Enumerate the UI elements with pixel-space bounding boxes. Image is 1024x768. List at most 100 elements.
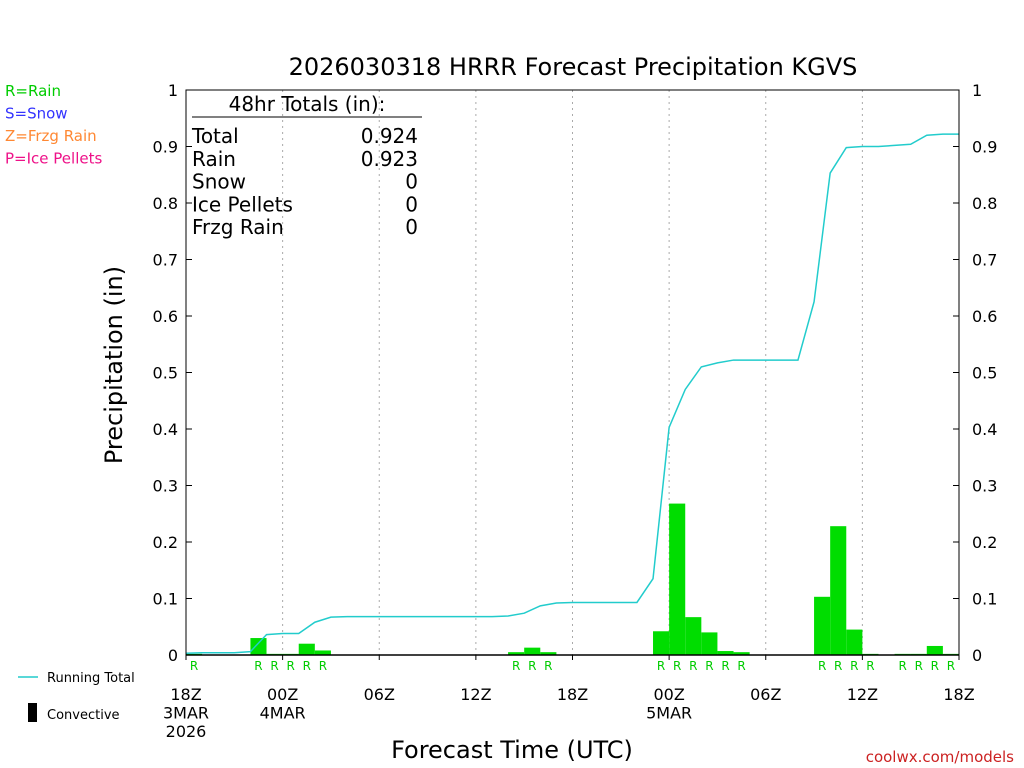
precip-bar <box>250 638 267 655</box>
precip-type-label: R <box>254 659 262 673</box>
y-tick-label-left: 0.1 <box>153 590 178 609</box>
y-tick-label-right: 0.5 <box>972 364 997 383</box>
precip-type-label: R <box>528 659 536 673</box>
precip-type-label: R <box>898 659 906 673</box>
series-legend: Running Total Convective <box>18 671 135 723</box>
type-legend-item: S=Snow <box>5 105 68 123</box>
precip-type-label: R <box>705 659 713 673</box>
totals-row-value: 0 <box>405 170 418 194</box>
precip-type-label: R <box>657 659 665 673</box>
totals-row-label: Frzg Rain <box>192 215 284 239</box>
totals-row-value: 0 <box>405 192 418 216</box>
precip-type-label: R <box>544 659 552 673</box>
totals-row-label: Ice Pellets <box>192 192 293 216</box>
precip-type-legend: R=Rain S=Snow Z=Frzg Rain P=Ice Pellets <box>5 82 102 168</box>
precip-type-label: R <box>866 659 874 673</box>
y-tick-label-left: 0.9 <box>153 138 178 157</box>
type-legend-item: P=Ice Pellets <box>5 150 102 168</box>
precip-type-label: R <box>303 659 311 673</box>
precip-type-label: R <box>689 659 697 673</box>
precip-type-label: R <box>915 659 923 673</box>
precip-type-label: R <box>947 659 955 673</box>
x-tick-label: 4MAR <box>260 704 306 723</box>
y-tick-label-left: 0.5 <box>153 364 178 383</box>
y-tick-label-left: 0.7 <box>153 251 178 270</box>
y-tick-label-left: 0.8 <box>153 194 178 213</box>
y-tick-label-right: 0 <box>972 646 982 665</box>
precip-type-label: R <box>721 659 729 673</box>
y-tick-label-left: 0.4 <box>153 420 178 439</box>
running-total-line <box>185 133 959 655</box>
precip-bar <box>685 617 702 655</box>
precip-bar <box>717 651 734 655</box>
precip-bar <box>926 645 943 655</box>
x-tick-label: 06Z <box>364 685 395 704</box>
precip-bar <box>314 650 331 655</box>
precip-bar <box>540 652 557 655</box>
y-tick-label-right: 0.8 <box>972 194 997 213</box>
y-tick-label-left: 1 <box>168 81 178 100</box>
x-tick-label: 18Z <box>557 685 588 704</box>
x-axis-label: Forecast Time (UTC) <box>391 736 633 764</box>
precip-type-label: R <box>190 659 198 673</box>
x-tick-label: 3MAR <box>163 704 209 723</box>
y-tick-label-left: 0.3 <box>153 477 178 496</box>
precip-bars <box>186 503 959 655</box>
precip-bar <box>524 647 541 655</box>
x-tick-label: 18Z <box>943 685 974 704</box>
y-tick-label-right: 0.4 <box>972 420 997 439</box>
precip-bar <box>508 652 525 655</box>
totals-box: 48hr Totals (in): Total 0.924 Rain 0.923 Sno… <box>191 92 422 239</box>
type-legend-item: Z=Frzg Rain <box>5 127 97 145</box>
x-tick-label: 00Z <box>653 685 684 704</box>
precip-type-label: R <box>737 659 745 673</box>
convective-legend-label: Convective <box>47 708 120 723</box>
totals-row-value: 0.923 <box>361 147 418 171</box>
totals-row-label: Snow <box>192 170 246 194</box>
precip-type-label: R <box>270 659 278 673</box>
precip-bar <box>814 596 831 655</box>
y-tick-label-right: 0.6 <box>972 307 997 326</box>
x-tick-label: 18Z <box>170 685 201 704</box>
precip-bar <box>298 643 315 655</box>
y-tick-label-right: 0.1 <box>972 590 997 609</box>
precip-type-label: R <box>287 659 295 673</box>
precip-type-label: R <box>850 659 858 673</box>
precip-type-label: R <box>818 659 826 673</box>
totals-row-value: 0 <box>405 215 418 239</box>
precip-bar <box>846 629 863 655</box>
precip-type-label: R <box>931 659 939 673</box>
precip-bar <box>669 503 686 655</box>
running-total-legend-label: Running Total <box>47 671 135 686</box>
precip-bar <box>830 526 847 655</box>
grid-lines <box>282 90 863 655</box>
x-tick-label: 00Z <box>267 685 298 704</box>
chart-title: 2026030318 HRRR Forecast Precipitation K… <box>289 53 858 81</box>
totals-heading: 48hr Totals (in): <box>229 92 386 116</box>
precip-bar <box>701 632 718 655</box>
y-tick-label-left: 0.2 <box>153 533 178 552</box>
x-tick-label: 06Z <box>750 685 781 704</box>
credit-text: coolwx.com/models <box>866 748 1014 766</box>
precip-type-label: R <box>673 659 681 673</box>
totals-row-label: Total <box>191 124 239 148</box>
y-tick-label-right: 0.7 <box>972 251 997 270</box>
y-tick-label-right: 0.2 <box>972 533 997 552</box>
x-tick-label: 12Z <box>847 685 878 704</box>
y-tick-label-right: 0.9 <box>972 138 997 157</box>
y-axis-right: 0 0.1 0.2 0.3 0.4 0.5 0.6 0.7 0.8 0.9 1 <box>953 81 997 665</box>
x-tick-label: 5MAR <box>646 704 692 723</box>
totals-row-label: Rain <box>192 147 236 171</box>
precip-type-label: R <box>319 659 327 673</box>
y-axis-left: 0 0.1 0.2 0.3 0.4 0.5 0.6 0.7 0.8 0.9 1 <box>153 81 192 665</box>
y-tick-label-right: 0.3 <box>972 477 997 496</box>
precip-type-label: R <box>834 659 842 673</box>
precip-bar <box>733 652 750 655</box>
precip-type-label: R <box>512 659 520 673</box>
precip-bar <box>653 631 670 655</box>
y-axis-label: Precipitation (in) <box>100 266 128 464</box>
y-tick-label-right: 1 <box>972 81 982 100</box>
